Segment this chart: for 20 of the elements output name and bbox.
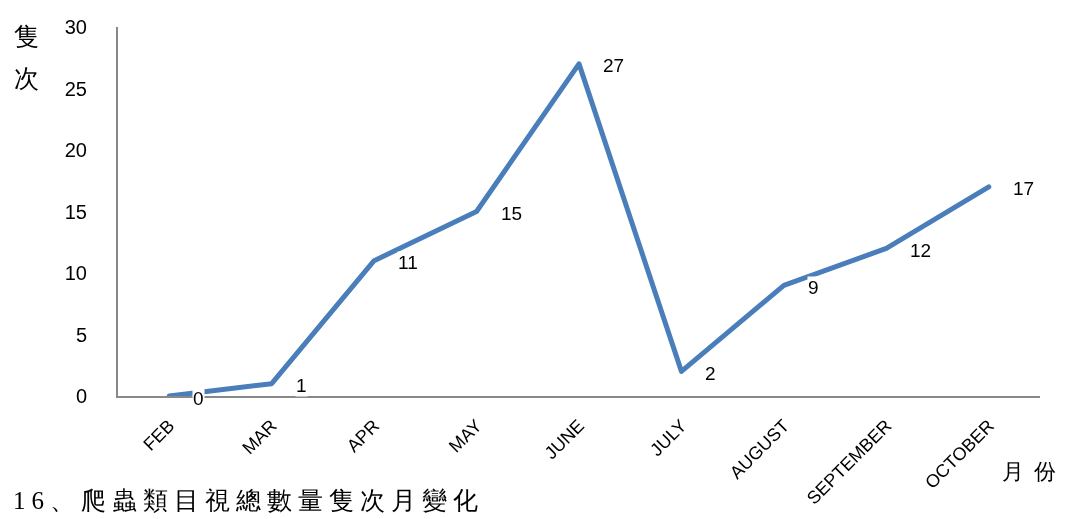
x-axis-title: 月份	[1002, 459, 1066, 485]
text: 16、爬蟲類目視總數量隻次月變化	[13, 487, 484, 515]
data-label: 15	[501, 203, 523, 224]
y-axis-title: 隻次	[14, 22, 39, 94]
x-tick-label: FEB	[139, 415, 179, 455]
y-tick-label: 25	[64, 77, 87, 100]
data-label: 9	[808, 277, 819, 298]
data-label: 0	[193, 388, 204, 409]
data-label: 17	[1013, 178, 1035, 199]
data-label: 12	[910, 240, 932, 261]
data-label: 11	[398, 252, 418, 273]
y-tick-label: 10	[64, 262, 87, 284]
data-label: 1	[296, 375, 307, 396]
y-tick-label: 20	[64, 139, 87, 161]
y-tick-label: 0	[75, 385, 87, 407]
y-tick-label: 30	[64, 16, 87, 38]
y-tick-label: 5	[75, 323, 87, 346]
y-tick-label: 15	[64, 200, 87, 223]
data-label: 27	[603, 55, 625, 76]
data-label: 2	[705, 363, 716, 384]
